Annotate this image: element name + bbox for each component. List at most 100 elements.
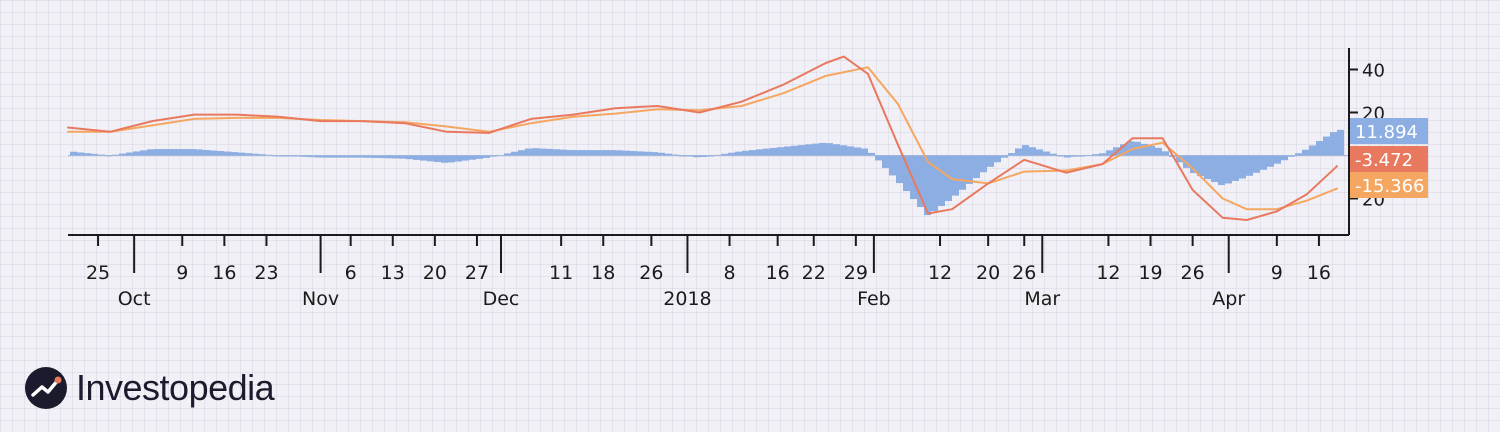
macd-point	[897, 143, 899, 146]
histogram-bar	[301, 155, 308, 157]
histogram-bar	[644, 151, 651, 156]
macd-point	[235, 113, 238, 116]
histogram-bar	[224, 151, 231, 156]
signal-point	[897, 103, 899, 105]
histogram-bar	[1106, 150, 1113, 156]
histogram-bar	[532, 148, 539, 156]
histogram-bar	[196, 149, 203, 156]
x-tick-label: 20	[423, 262, 447, 284]
histogram-bar	[630, 151, 637, 156]
histogram-bar	[336, 155, 343, 158]
histogram-bar	[1071, 155, 1078, 157]
signal-point	[782, 92, 785, 94]
histogram-bar	[889, 155, 896, 176]
histogram-bar	[1141, 143, 1148, 156]
macd-point	[67, 126, 69, 129]
histogram-bar	[1008, 153, 1015, 156]
x-tick-label: 6	[345, 262, 357, 284]
macd-point	[1065, 171, 1068, 174]
histogram-bar	[245, 153, 252, 156]
x-tick-label: 16	[1307, 262, 1331, 284]
histogram-bar	[791, 145, 798, 156]
signal-point	[1306, 199, 1308, 202]
histogram-bar	[1001, 155, 1008, 158]
x-tick-label: 20	[976, 262, 1000, 284]
macd-point	[782, 83, 785, 86]
histogram-bar	[259, 154, 266, 156]
x-tick-label: 22	[802, 262, 826, 284]
histogram-bar	[693, 155, 700, 158]
histogram-bar	[1162, 151, 1169, 156]
x-tick-label: 12	[1096, 262, 1120, 284]
histogram-bar	[637, 151, 644, 156]
signal-point	[1065, 169, 1068, 172]
macd-point	[656, 105, 659, 107]
histogram-bar	[392, 155, 399, 159]
macd-point	[1276, 210, 1278, 213]
histogram-bar	[217, 151, 224, 156]
macd-point	[1023, 158, 1026, 161]
histogram-bar	[126, 152, 133, 156]
macd-point	[698, 111, 701, 114]
month-label: Oct	[118, 288, 151, 310]
histogram-bar	[1043, 151, 1050, 156]
macd-point	[1221, 217, 1224, 219]
histogram-bar	[1176, 155, 1183, 163]
histogram-bar	[882, 155, 889, 168]
histogram-bar	[798, 145, 805, 156]
histogram-bar	[1204, 155, 1211, 180]
histogram-bar	[1218, 155, 1225, 186]
signal-value-badge	[1350, 172, 1428, 198]
histogram-bar	[588, 150, 595, 156]
histogram-bar	[518, 150, 525, 156]
histogram-bar	[931, 155, 938, 212]
histogram-bar	[210, 150, 217, 156]
brand-logo: Investopedia	[24, 366, 275, 410]
month-label: 2018	[663, 288, 711, 310]
histogram-bar	[1050, 153, 1057, 156]
histogram-bar	[1281, 155, 1288, 161]
histogram-bar	[861, 148, 868, 156]
histogram-bar	[315, 155, 322, 158]
signal-point	[235, 117, 238, 119]
histogram-value-badge	[1350, 118, 1428, 144]
histogram-bar	[1330, 132, 1337, 156]
macd-point	[109, 131, 111, 133]
histogram-bar	[406, 155, 413, 160]
histogram-bar	[903, 155, 910, 192]
macd-point	[867, 72, 869, 75]
histogram-bar	[1288, 155, 1295, 157]
histogram-bar	[329, 155, 336, 158]
histogram-bar	[896, 155, 903, 184]
histogram-bar	[1148, 145, 1155, 156]
histogram-bar	[987, 155, 994, 167]
histogram-bar	[567, 149, 574, 156]
histogram-bar	[231, 152, 238, 156]
histogram-bar	[504, 153, 511, 156]
histogram-bar	[378, 155, 385, 159]
histogram-bar	[973, 155, 980, 179]
histogram-bar	[924, 155, 931, 216]
histogram-bar	[1029, 147, 1036, 156]
histogram-bar	[203, 149, 210, 156]
histogram-bar	[133, 151, 140, 156]
histogram-bar	[539, 148, 546, 156]
histogram-bar	[1253, 155, 1260, 173]
histogram-bar	[721, 153, 728, 156]
macd-point	[927, 212, 929, 215]
macd-point	[446, 131, 448, 133]
x-tick-label: 9	[176, 262, 188, 284]
macd-point	[1101, 163, 1104, 165]
histogram-bar	[350, 155, 357, 158]
y-tick-label: 40	[1362, 60, 1385, 81]
histogram-bar	[1211, 155, 1218, 183]
signal-point	[67, 131, 69, 133]
histogram-bar	[665, 153, 672, 156]
histogram-bar	[77, 152, 84, 156]
histogram-bar	[1155, 147, 1162, 156]
macd-value-badge	[1350, 146, 1428, 172]
signal-point	[572, 115, 574, 118]
histogram-bar	[1267, 155, 1274, 167]
histogram-bar	[994, 155, 1001, 163]
